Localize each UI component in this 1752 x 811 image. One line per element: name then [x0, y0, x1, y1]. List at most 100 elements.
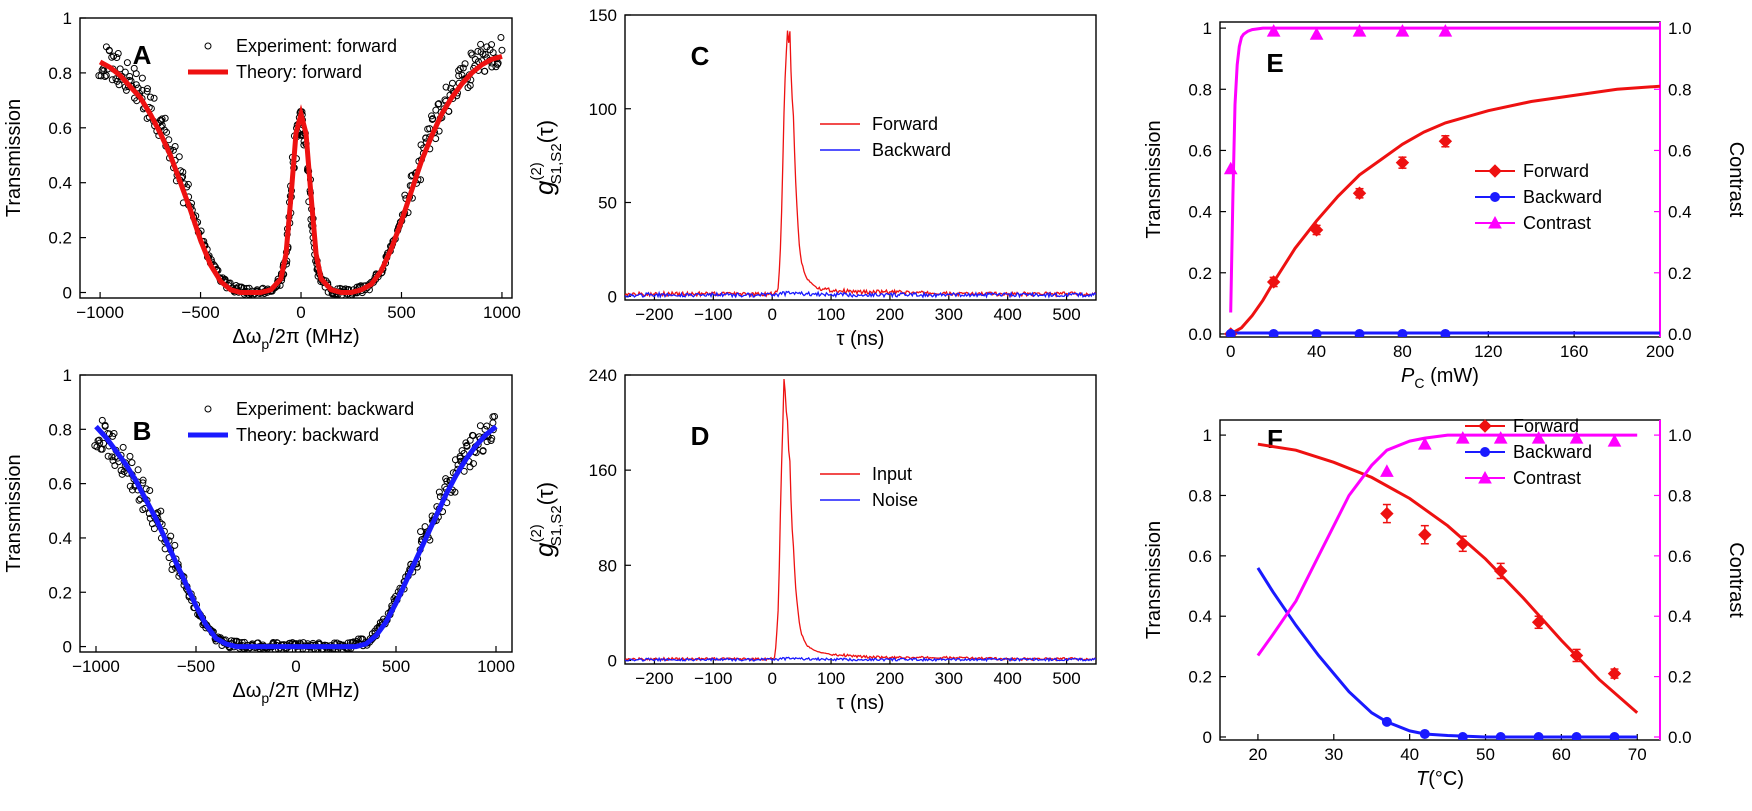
x-axis-label-main: P	[1401, 365, 1415, 387]
x-axis-label-rest: /2π (MHz)	[269, 326, 359, 348]
x-tick-label: −1000	[76, 303, 124, 322]
data-layer	[95, 33, 506, 298]
legend: Forward Backward Contrast	[1465, 416, 1592, 488]
legend-label: Forward	[872, 114, 938, 134]
data-point	[1438, 24, 1453, 37]
data-point	[147, 93, 155, 101]
data-point	[491, 412, 499, 420]
data-point	[114, 49, 122, 57]
series-line	[625, 290, 1096, 299]
legend-label: Theory: forward	[236, 62, 362, 82]
data-point	[104, 452, 112, 460]
x-axis-label-rest: /2π (MHz)	[269, 680, 359, 702]
data-point	[1268, 328, 1279, 337]
x-axis-label-rest: (°C)	[1428, 768, 1464, 790]
chart-panel-f: 20 30 40 50 60 70 0 0.2 0.4 0.6 0.8 1 0.0 0.2 0.4 0.6 0.…	[1143, 416, 1747, 790]
y-axis-label-sup: (2)	[528, 162, 545, 180]
plot-frame	[624, 374, 1097, 665]
y-tick-label: 0.8	[1188, 486, 1212, 505]
data-point	[179, 168, 187, 176]
data-point	[123, 59, 131, 67]
x-tick-label: 400	[994, 305, 1022, 324]
data-point	[434, 100, 442, 108]
x-tick-label: 1000	[477, 657, 515, 676]
x-tick-label: 0	[1226, 342, 1235, 361]
data-point	[417, 528, 425, 536]
x-axis-label-main: T	[1416, 768, 1430, 790]
y-right-tick-label: 0.0	[1668, 728, 1692, 747]
x-axis-label-sub: C	[1414, 375, 1424, 391]
legend-label: Forward	[1513, 416, 1579, 436]
legend: Input Noise	[820, 464, 918, 510]
y-tick-label: 0.6	[48, 119, 72, 138]
data-point	[171, 143, 179, 151]
x-axis-label-sub: p	[261, 690, 269, 706]
y-right-tick-label: 0.4	[1668, 607, 1692, 626]
data-point	[456, 65, 464, 73]
legend: Experiment: forward Theory: forward	[188, 36, 397, 82]
data-point	[108, 76, 116, 84]
fit-line	[1229, 26, 1660, 313]
y-right-tick-label: 0.0	[1668, 325, 1692, 344]
data-point	[488, 41, 496, 49]
y-tick-label: 0.4	[1188, 607, 1212, 626]
y-axis-label: g(2) S1,S2(τ)	[528, 482, 565, 557]
data-point	[435, 100, 443, 108]
data-point	[126, 482, 134, 490]
panel-label: B	[133, 416, 152, 446]
x-tick-label: −200	[635, 669, 673, 688]
data-point	[1418, 528, 1432, 542]
y-tick-label: 0.4	[48, 174, 72, 193]
x-tick-label: 500	[387, 303, 415, 322]
chart-panel-d: −200 −100 0 100 200 300 400 500 0 80 160 240 τ (ns) g…	[528, 366, 1097, 714]
panel-label: A	[133, 40, 152, 70]
y-axis-label: Transmission	[3, 454, 25, 572]
fit-line	[1256, 433, 1638, 657]
x-tick-label: 120	[1474, 342, 1502, 361]
data-point	[1266, 275, 1281, 289]
data-point	[126, 452, 134, 460]
y-tick-label: 0.2	[48, 229, 72, 248]
data-point	[442, 83, 450, 91]
y-right-tick-label: 0.2	[1668, 264, 1692, 283]
data-point	[1493, 431, 1508, 444]
data-point	[451, 488, 459, 496]
data-point	[138, 74, 146, 82]
data-point	[488, 63, 496, 71]
y-tick-label: 0.2	[48, 583, 72, 602]
data-point	[139, 476, 147, 484]
legend-label: Noise	[872, 490, 918, 510]
x-tick-label: 0	[767, 305, 776, 324]
legend-marker	[1490, 192, 1500, 202]
y-tick-label: 100	[589, 100, 617, 119]
x-tick-label: 100	[817, 669, 845, 688]
data-point	[175, 153, 183, 161]
x-tick-label: 200	[876, 669, 904, 688]
x-tick-label: 500	[382, 657, 410, 676]
data-point	[1309, 27, 1324, 40]
x-tick-label: 500	[1052, 669, 1080, 688]
legend-label: Input	[872, 464, 912, 484]
legend-marker	[1480, 447, 1490, 457]
data-point	[479, 447, 487, 455]
data-point	[1352, 24, 1367, 37]
data-point	[448, 79, 456, 87]
y-axis-label: Transmission	[1143, 120, 1165, 238]
x-tick-label: 500	[1052, 305, 1080, 324]
y-axis-label-sub: S1,S2	[548, 505, 565, 546]
y-axis-label: g(2) S1,S2(τ)	[528, 120, 565, 195]
data-point	[435, 488, 443, 496]
y-axis-label: Transmission	[3, 99, 25, 217]
data-layer	[625, 30, 1096, 299]
x-tick-label: 300	[935, 305, 963, 324]
data-point	[483, 438, 491, 446]
plot-frame	[624, 14, 1097, 301]
y-right-tick-label: 1.0	[1668, 426, 1692, 445]
x-tick-label: −500	[181, 303, 219, 322]
y-tick-label: 0.6	[1188, 141, 1212, 160]
y-tick-label: 150	[589, 6, 617, 25]
y-axis-label-sup: (2)	[528, 524, 545, 542]
data-point	[1266, 24, 1281, 37]
data-point	[489, 419, 497, 427]
